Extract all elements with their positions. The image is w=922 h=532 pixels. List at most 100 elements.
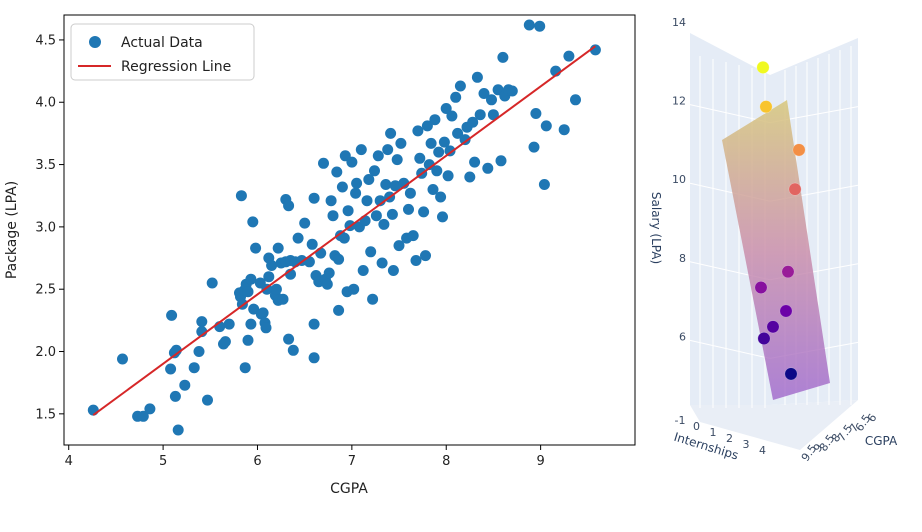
data-point (478, 88, 490, 99)
data-point (179, 379, 191, 391)
z-gridline (689, 339, 771, 359)
data-point (342, 205, 354, 217)
data-point (250, 242, 262, 254)
data-point (318, 157, 329, 169)
data-point (242, 334, 254, 346)
data-point (260, 322, 272, 334)
data-point (166, 309, 178, 321)
data-point (306, 238, 318, 250)
data-point (395, 137, 407, 149)
data-point (357, 265, 369, 276)
salary-axis-label: Salary (LPA) (649, 192, 663, 264)
data-point (414, 152, 426, 164)
data-point (308, 352, 320, 364)
data-point (137, 410, 149, 422)
data-point (442, 170, 454, 182)
data-point (369, 165, 380, 177)
data-point (382, 144, 394, 156)
x-tick-label: 5 (159, 454, 167, 469)
internships-tick-label: 1 (710, 426, 717, 439)
data-point (263, 271, 275, 283)
data-point (404, 187, 416, 199)
data-point (534, 20, 546, 32)
data-point-3d (754, 281, 768, 294)
data-point (570, 94, 581, 106)
y-tick-label: 4.5 (35, 33, 56, 48)
data-point-3d (784, 367, 798, 381)
data-point (474, 109, 486, 121)
data-point (172, 424, 184, 436)
data-point (338, 232, 350, 244)
data-point (450, 91, 462, 103)
data-point (407, 230, 419, 242)
data-point (325, 195, 337, 207)
data-point (361, 195, 373, 207)
y-axis-ticks: 1.5 2.0 2.5 3.0 3.5 4.0 4.5 (35, 33, 64, 422)
data-point (446, 110, 458, 122)
cgpa-axis-label: CGPA (865, 434, 898, 448)
z-gridline (689, 25, 771, 45)
data-point (245, 273, 257, 285)
z-tick-label: 8 (679, 252, 686, 265)
y-tick-label: 2.5 (35, 283, 56, 298)
data-point (427, 184, 439, 195)
data-point (378, 218, 390, 230)
x-tick-label: 7 (348, 454, 356, 469)
data-point (367, 293, 379, 305)
data-point (563, 50, 575, 62)
x-tick-label: 6 (253, 454, 261, 469)
data-point (283, 333, 295, 345)
data-point (308, 192, 320, 204)
data-point (270, 283, 282, 295)
regression-plane (722, 100, 830, 400)
data-point-3d (788, 182, 802, 196)
data-point (380, 179, 392, 190)
data-point (523, 19, 535, 31)
data-point (431, 165, 443, 177)
data-point (308, 318, 320, 330)
data-point (350, 187, 362, 199)
data-point (403, 203, 414, 215)
data-point (454, 80, 466, 92)
data-point (391, 154, 403, 166)
data-point (247, 216, 259, 228)
y-tick-label: 3.0 (35, 220, 56, 235)
data-point-3d (781, 265, 795, 279)
data-point (165, 363, 177, 375)
data-point (540, 120, 552, 132)
data-point (410, 255, 422, 266)
legend-box (70, 23, 255, 81)
data-point (452, 127, 464, 139)
internships-tick-label: 3 (743, 438, 750, 451)
z-tick-label: 6 (679, 330, 686, 343)
data-point (223, 318, 235, 330)
data-point (292, 232, 304, 244)
data-point-3d (779, 304, 793, 318)
data-point (219, 336, 231, 348)
data-point (467, 116, 479, 128)
data-point (433, 146, 445, 158)
internships-axis-ticks: -1 0 1 2 3 4 (675, 414, 766, 457)
internships-tick-label: 0 (693, 420, 700, 433)
data-point (144, 403, 156, 415)
data-point (469, 156, 481, 168)
internships-tick-label: -1 (675, 414, 686, 427)
data-point (471, 71, 483, 83)
x-axis-ticks: 4 5 6 7 8 9 (65, 445, 545, 469)
data-point (376, 257, 388, 269)
data-point (321, 278, 333, 290)
data-point (506, 85, 518, 97)
data-point (482, 162, 494, 174)
data-point (245, 318, 257, 330)
data-point (363, 174, 375, 185)
data-point (287, 344, 299, 356)
data-point (333, 304, 345, 316)
internships-tick-label: 2 (726, 432, 733, 445)
data-point (486, 94, 497, 106)
data-point-3d (757, 332, 771, 345)
data-point (359, 215, 371, 227)
data-point (425, 137, 437, 149)
data-point (169, 390, 181, 402)
data-point (387, 265, 399, 276)
z-tick-label: 14 (672, 16, 686, 29)
